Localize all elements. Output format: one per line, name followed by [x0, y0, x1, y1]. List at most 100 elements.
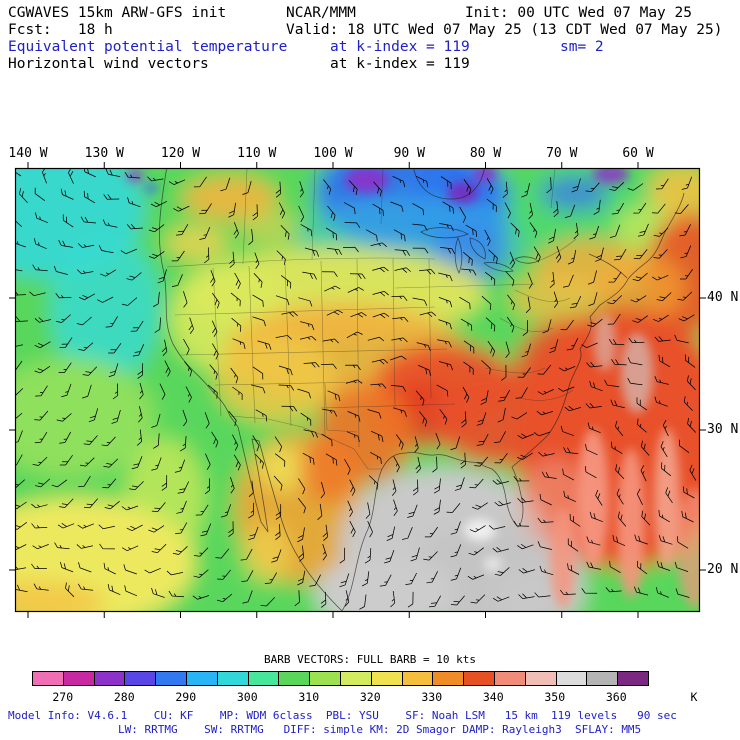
wind-barb: [656, 560, 671, 571]
wind-barb: [662, 419, 669, 437]
wind-barb: [558, 386, 575, 392]
wind-barbs-layer: [15, 168, 697, 610]
wind-barb: [367, 336, 385, 342]
wind-barb: [323, 179, 332, 195]
colorbar-cell: [433, 672, 465, 685]
wind-barb: [98, 245, 114, 254]
colorbar-cell: [63, 672, 95, 685]
wind-barb: [242, 590, 253, 604]
wind-barb: [410, 547, 420, 562]
wind-barb: [15, 412, 23, 422]
wind-barb: [636, 397, 648, 411]
forecast-hour: Fcst: 18 h: [8, 22, 113, 38]
wind-barb: [562, 468, 575, 481]
wind-barb: [586, 361, 603, 368]
wind-barb: [138, 406, 143, 423]
wind-barb: [462, 251, 473, 266]
wind-barb: [405, 572, 417, 586]
wind-barb: [321, 271, 338, 277]
wind-barb: [77, 269, 94, 275]
wind-barb: [615, 464, 625, 480]
wind-barb: [585, 402, 602, 409]
wind-barb: [183, 338, 190, 355]
wind-barb: [658, 534, 673, 545]
wind-barb: [103, 562, 116, 575]
wind-barb: [350, 312, 367, 318]
wind-barb: [641, 510, 651, 526]
wind-barb: [652, 274, 669, 281]
wind-barb: [151, 457, 162, 471]
wind-barb: [636, 488, 643, 505]
wind-barb: [199, 203, 212, 215]
wind-barb: [661, 462, 672, 477]
wind-barb: [248, 228, 254, 246]
wind-barb: [300, 412, 312, 426]
wind-barb: [517, 497, 534, 503]
wind-barb: [281, 311, 298, 317]
wind-barb: [278, 384, 295, 391]
colorbar-tick-label: 300: [236, 690, 258, 704]
wind-barb: [195, 504, 209, 516]
wind-barb: [77, 583, 94, 591]
wind-barb: [511, 412, 528, 420]
wind-barb: [147, 176, 164, 182]
wind-barb: [633, 249, 648, 260]
wind-barb: [34, 187, 46, 202]
colorbar-labels: 270 280 290 300 310 320 330 340 350 360 K: [32, 690, 740, 704]
wind-barb: [121, 505, 139, 511]
wind-barb: [436, 384, 449, 397]
wind-barb: [609, 224, 621, 238]
wind-barb: [521, 183, 530, 198]
lon-tick-label: 100 W: [313, 146, 353, 161]
wind-barb: [320, 481, 325, 499]
wind-barb: [640, 465, 647, 482]
wind-barb: [655, 587, 669, 598]
wind-barb: [278, 202, 286, 219]
wind-barb: [412, 297, 428, 306]
wind-barb: [275, 335, 292, 340]
wind-barb: [32, 544, 49, 550]
wind-barb: [656, 292, 672, 302]
wind-barb: [438, 297, 453, 308]
wind-barb: [506, 316, 515, 333]
wind-barb: [488, 249, 498, 264]
colorbar: [32, 671, 649, 686]
wind-barb: [518, 568, 536, 574]
wind-barb: [298, 205, 305, 223]
wind-barb: [344, 590, 350, 607]
wind-barb: [492, 479, 509, 485]
wind-barb: [228, 410, 237, 427]
wind-barb: [633, 202, 647, 214]
wind-barb: [241, 570, 254, 582]
wind-barb: [528, 202, 533, 220]
wind-barb: [437, 339, 452, 348]
wind-barb: [365, 502, 371, 519]
wind-barb: [361, 571, 370, 587]
wind-barb: [429, 595, 442, 608]
wind-barb: [309, 574, 321, 587]
wind-barb: [248, 526, 259, 541]
wind-barb: [521, 343, 532, 358]
wind-barb: [100, 269, 116, 277]
wind-barb: [207, 384, 218, 399]
wind-barb: [120, 248, 138, 255]
wind-barb: [151, 413, 161, 428]
wind-barb: [174, 459, 186, 473]
model-title: CGWAVES 15km ARW-GFS init: [8, 5, 227, 21]
wind-barb: [276, 250, 286, 265]
wind-barb: [651, 203, 666, 214]
wind-barb: [563, 490, 576, 503]
wind-barb: [390, 201, 404, 212]
wind-barb: [539, 493, 552, 506]
wind-barb: [558, 366, 576, 372]
wind-barb: [19, 188, 28, 204]
wind-barb: [230, 367, 239, 384]
wind-barb: [166, 570, 184, 576]
wind-barb: [450, 544, 462, 558]
wind-barb: [533, 431, 551, 437]
wind-barb: [589, 225, 600, 240]
wind-barb: [589, 511, 604, 523]
wind-barb: [126, 524, 143, 532]
axis-ticks: [9, 162, 706, 618]
wind-barb: [372, 266, 389, 273]
